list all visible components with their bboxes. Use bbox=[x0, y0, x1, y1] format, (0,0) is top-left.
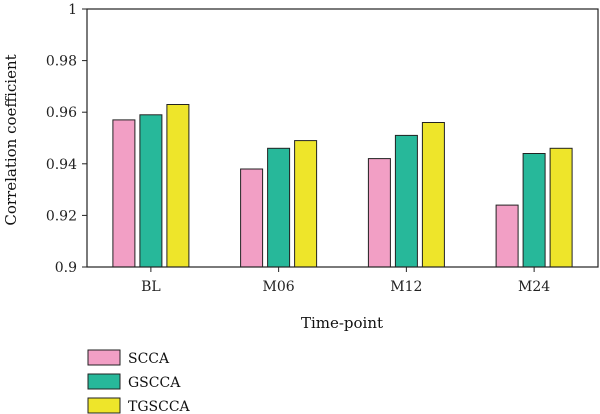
y-tick-label: 0.94 bbox=[46, 157, 77, 173]
y-tick-label: 0.92 bbox=[46, 208, 77, 224]
bars-group bbox=[112, 104, 573, 268]
bar-tgscca-m12 bbox=[421, 122, 445, 268]
bar-tgscca-m24 bbox=[549, 147, 573, 268]
axes-group: BL M06 M12 M24 0.9 0.92 0.94 0.96 0.98 1 bbox=[46, 2, 599, 295]
y-axis-title: Correlation coefficient bbox=[2, 54, 20, 225]
legend-swatch-gscca bbox=[87, 373, 121, 390]
y-tick-label: 1 bbox=[68, 2, 77, 18]
bar-scca-bl bbox=[112, 119, 136, 268]
bar-tgscca-bl bbox=[166, 104, 190, 268]
legend-swatch-tgscca bbox=[87, 397, 121, 414]
bar-scca-m24 bbox=[495, 204, 519, 268]
y-tick-label: 0.9 bbox=[55, 260, 77, 276]
bar-scca-m06 bbox=[240, 168, 264, 268]
x-tick-label-bl: BL bbox=[141, 279, 161, 295]
x-tick-label-m06: M06 bbox=[263, 279, 295, 295]
legend-label-tgscca: TGSCCA bbox=[128, 399, 191, 414]
legend-swatch-scca bbox=[87, 349, 121, 366]
legend-label-gscca: GSCCA bbox=[128, 375, 181, 391]
y-tick-label: 0.96 bbox=[46, 105, 77, 121]
x-tick-label-m12: M12 bbox=[390, 279, 422, 295]
plot-frame bbox=[86, 8, 599, 268]
x-axis-title: Time-point bbox=[301, 314, 383, 332]
bar-gscca-m12 bbox=[394, 134, 418, 268]
bar-gscca-m24 bbox=[522, 153, 546, 268]
bar-gscca-bl bbox=[139, 114, 163, 268]
y-tick-label: 0.98 bbox=[46, 54, 77, 70]
bar-scca-m12 bbox=[367, 158, 391, 268]
bar-tgscca-m06 bbox=[294, 140, 318, 268]
legend: SCCA GSCCA TGSCCA bbox=[87, 349, 191, 414]
legend-label-scca: SCCA bbox=[128, 351, 170, 367]
bar-gscca-m06 bbox=[267, 147, 291, 268]
x-tick-label-m24: M24 bbox=[518, 279, 550, 295]
